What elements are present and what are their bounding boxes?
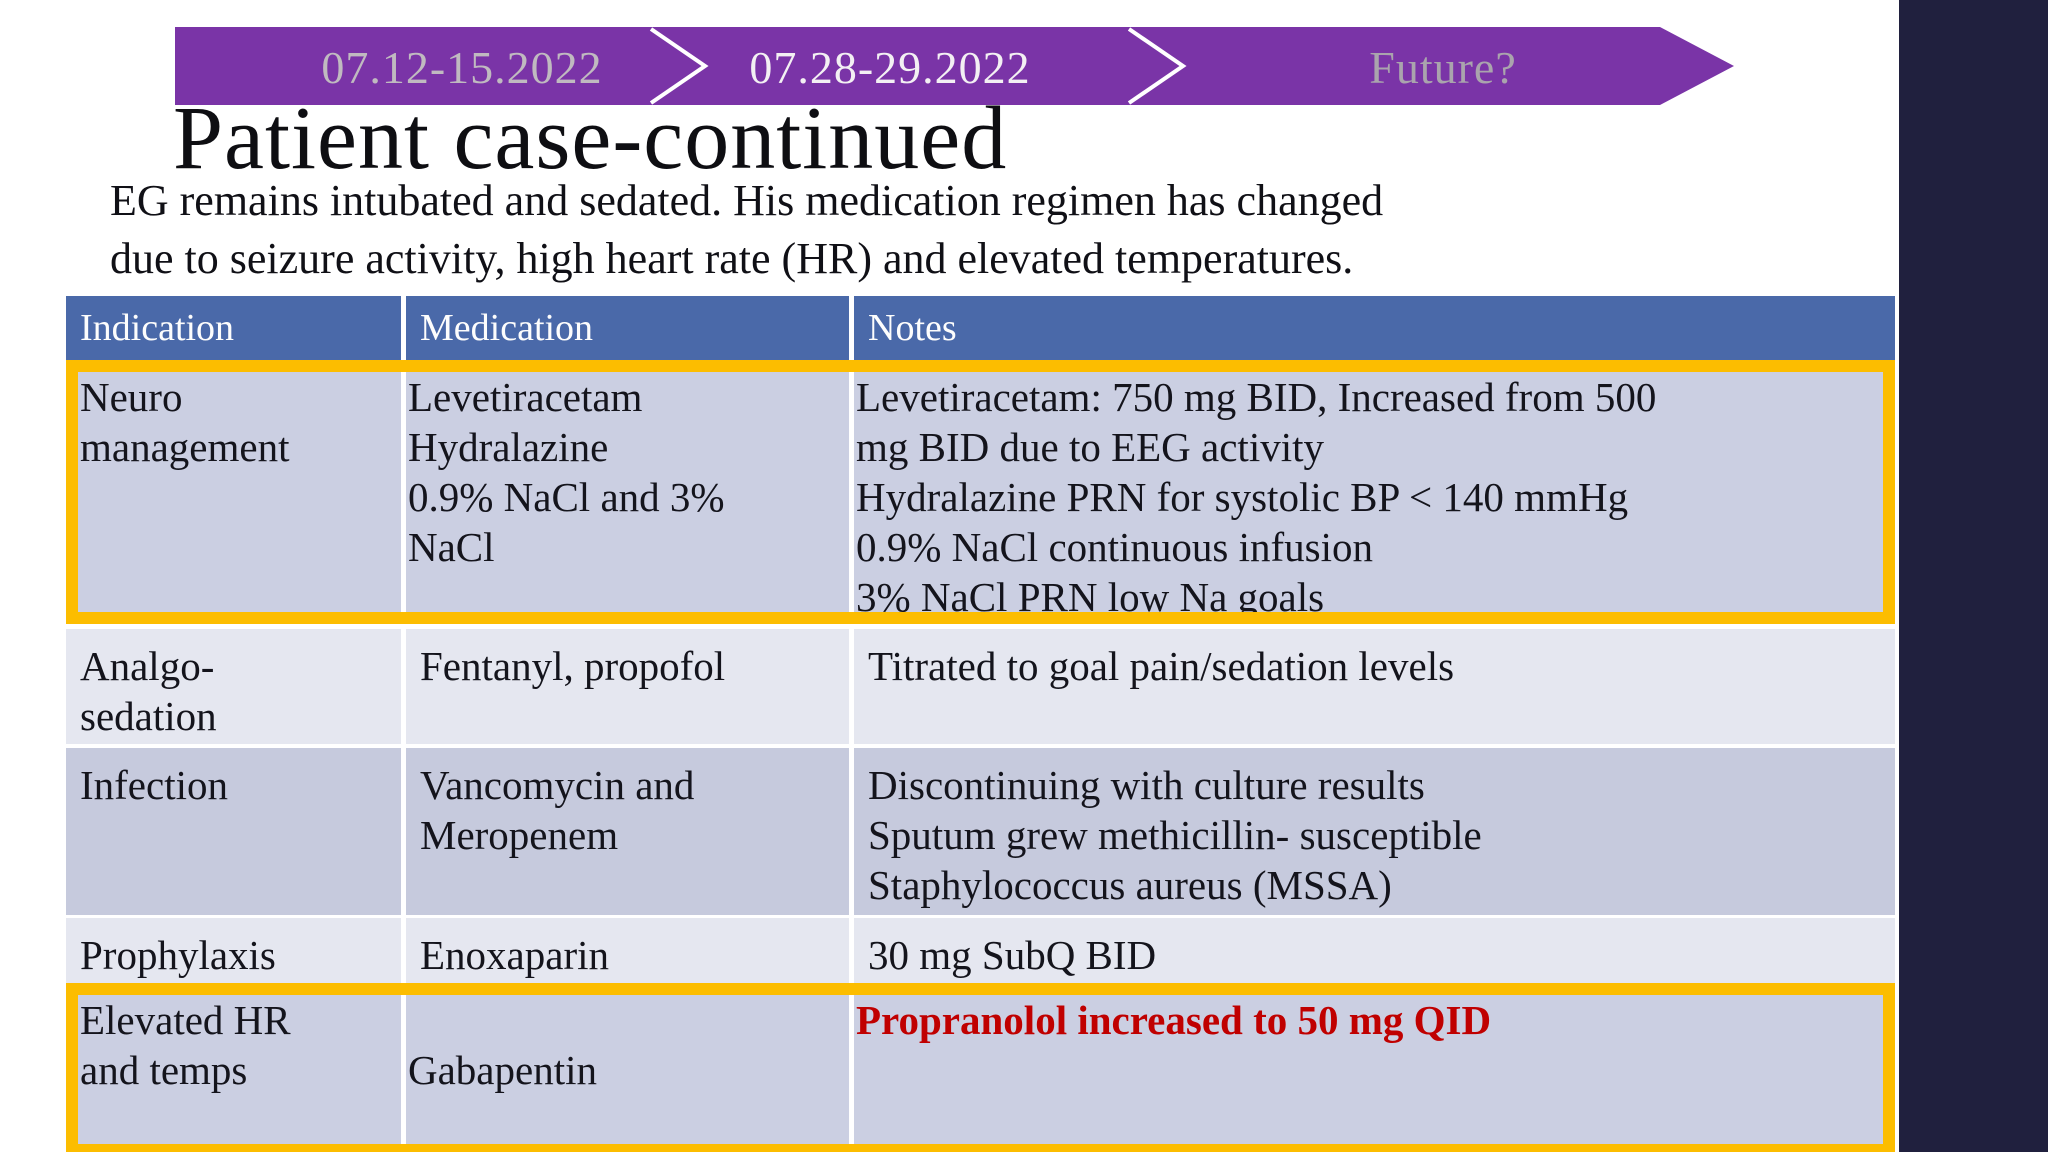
cell-medication: Enoxaparin xyxy=(406,918,849,983)
timeline-stage-2: 07.28-29.2022 xyxy=(749,41,1031,93)
intro-line-2: due to seizure activity, high heart rate… xyxy=(110,234,1354,283)
chevron-separator-icon xyxy=(1127,27,1187,105)
intro-line-1: EG remains intubated and sedated. His me… xyxy=(110,176,1384,225)
cell-medication: Gabapentin Propranolol xyxy=(406,995,849,1144)
column-header-medication: Medication xyxy=(406,296,849,360)
column-header-notes: Notes xyxy=(854,296,1895,360)
intro-text: EG remains intubated and sedated. His me… xyxy=(110,172,1383,288)
cell-notes: Titrated to goal pain/sedation levels xyxy=(854,629,1895,744)
timeline-banner: 07.12-15.2022 07.28-29.2022 Future? xyxy=(175,27,1734,105)
medication-plain-text: Gabapentin xyxy=(408,1047,597,1093)
table-header-row: Indication Medication Notes xyxy=(66,296,1895,360)
timeline-stage-3: Future? xyxy=(1369,41,1517,93)
cell-medication: Fentanyl, propofol xyxy=(406,629,849,744)
cell-notes: 30 mg SubQ BID xyxy=(854,918,1895,983)
table-row-neuro-management: Neuro management Levetiracetam Hydralazi… xyxy=(66,360,1895,624)
table-row-elevated-hr-temps: Elevated HR and temps Gabapentin Propran… xyxy=(66,983,1895,1152)
cell-notes: Levetiracetam: 750 mg BID, Increased fro… xyxy=(854,372,1883,612)
timeline-stage-1: 07.12-15.2022 xyxy=(321,41,603,93)
table-row-infection: Infection Vancomycin and Meropenem Disco… xyxy=(66,748,1895,915)
cell-indication: Elevated HR and temps xyxy=(78,995,401,1144)
cell-indication: Analgo- sedation xyxy=(66,629,401,744)
chevron-separator-icon xyxy=(649,27,709,105)
cell-indication: Neuro management xyxy=(78,372,401,612)
table-row-prophylaxis: Prophylaxis Enoxaparin 30 mg SubQ BID xyxy=(66,918,1895,983)
column-header-indication: Indication xyxy=(66,296,401,360)
right-side-panel xyxy=(1899,0,2048,1152)
cell-indication: Infection xyxy=(66,748,401,915)
cell-indication: Prophylaxis xyxy=(66,918,401,983)
medication-table: Indication Medication Notes Neuro manage… xyxy=(66,296,1895,1152)
cell-medication: Levetiracetam Hydralazine 0.9% NaCl and … xyxy=(406,372,849,612)
page-title: Patient case-continued xyxy=(173,89,1008,188)
cell-medication: Vancomycin and Meropenem xyxy=(406,748,849,915)
cell-notes-alert: Propranolol increased to 50 mg QID xyxy=(854,995,1883,1144)
cell-notes: Discontinuing with culture results Sputu… xyxy=(854,748,1895,915)
table-row-analgo-sedation: Analgo- sedation Fentanyl, propofol Titr… xyxy=(66,629,1895,744)
